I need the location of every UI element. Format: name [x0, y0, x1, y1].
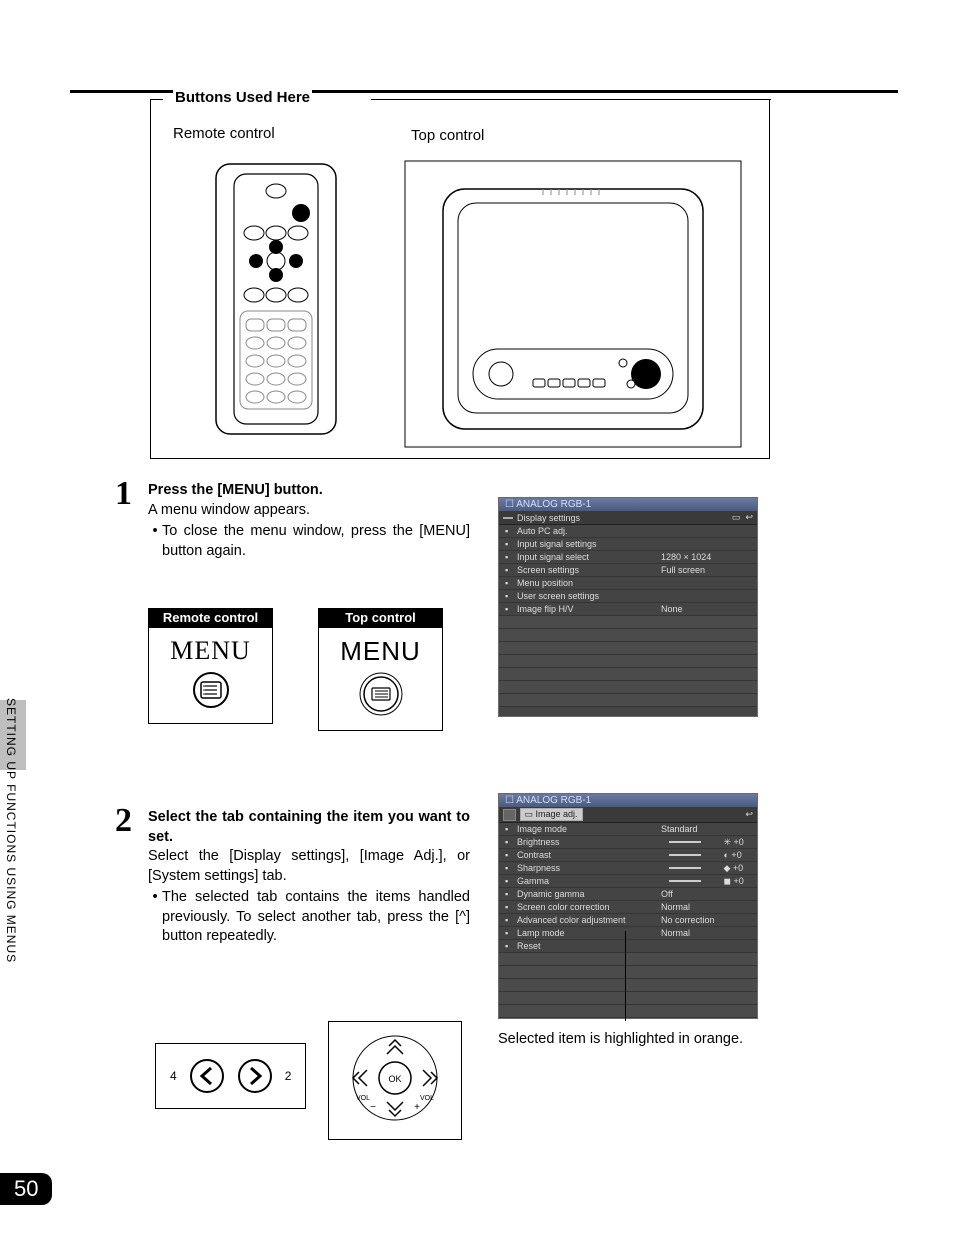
menu-row: ▪Sharpness ◆ +0 [499, 862, 757, 875]
nav-right-num: 2 [285, 1069, 292, 1083]
svg-text:−: − [370, 1102, 376, 1113]
menu-row: ▪Gamma ◼ +0 [499, 875, 757, 888]
remote-menu-box: Remote control MENU [148, 608, 273, 724]
menu-row: ▪Dynamic gammaOff [499, 888, 757, 901]
top-control-illustration [403, 159, 743, 449]
menu-row: ▪Image modeStandard [499, 823, 757, 836]
step-2-bullet: The selected tab contains the items hand… [162, 888, 470, 947]
left-arrow-icon [189, 1058, 225, 1094]
menu-row: ▪Screen color correctionNormal [499, 901, 757, 914]
menu-row: ▪Menu position [499, 577, 757, 590]
callout-line [625, 931, 626, 1021]
page-content: Buttons Used Here Remote control Top con… [70, 90, 898, 113]
step-1-sub: A menu window appears. [148, 502, 310, 518]
menu-row: ▪Input signal select1280 × 1024 [499, 551, 757, 564]
highlight-caption: Selected item is highlighted in orange. [498, 1031, 743, 1047]
menu-row: ▪Image flip H/VNone [499, 603, 757, 616]
menu-row: ▪Screen settingsFull screen [499, 564, 757, 577]
svg-text:VOL: VOL [420, 1095, 434, 1102]
svg-text:VOL: VOL [356, 1095, 370, 1102]
step-2-title: Select the tab containing the item you w… [148, 808, 470, 847]
step-2-number: 2 [115, 802, 132, 840]
top-menu-box-label: Top control [318, 608, 443, 627]
nav-left-num: 4 [170, 1069, 177, 1083]
menu-row: ▪Input signal settings [499, 538, 757, 551]
dpad-icon: OK VOL VOL − + [335, 1028, 455, 1128]
menu-row: ▪User screen settings [499, 590, 757, 603]
right-arrow-icon [237, 1058, 273, 1094]
remote-menu-box-label: Remote control [148, 608, 273, 627]
menu-button-icon [191, 670, 231, 710]
menu-window-1-title: ☐ ANALOG RGB-1 [499, 498, 757, 511]
menu-window-1-tab: Display settings [517, 513, 580, 523]
menu-window-2-title: ☐ ANALOG RGB-1 [499, 794, 757, 807]
side-section-label: SETTING UP FUNCTIONS USING MENUS [4, 698, 18, 1068]
step-1: 1 Press the [MENU] button. A menu window… [120, 481, 470, 561]
menu-row: ▪Contrast ◐ +0 [499, 849, 757, 862]
step-2: 2 Select the tab containing the item you… [120, 808, 470, 947]
buttons-used-here-legend: Buttons Used Here [173, 89, 312, 106]
menu-window-display-settings: ☐ ANALOG RGB-1 Display settings ▭ ↩ ▪Aut… [498, 497, 758, 717]
menu-window-image-adj: ☐ ANALOG RGB-1 ▭ Image adj. ↩ ▪Image mod… [498, 793, 758, 1019]
menu-row: ▪Brightness ✳ +0 [499, 836, 757, 849]
menu-row: ▪Advanced color adjustmentNo correction [499, 914, 757, 927]
remote-control-label: Remote control [173, 125, 275, 142]
svg-text:+: + [414, 1102, 420, 1113]
top-dpad-buttons: OK VOL VOL − + [328, 1021, 462, 1140]
svg-text:OK: OK [388, 1074, 401, 1084]
step-1-bullet: To close the menu window, press the [MEN… [162, 522, 470, 561]
page-number: 50 [0, 1173, 52, 1205]
step-2-body: Select the [Display settings], [Image Ad… [148, 847, 470, 886]
menu-row: ▪Auto PC adj. [499, 525, 757, 538]
menu-button-icon-top [358, 671, 404, 717]
menu-window-2-tab: Image adj. [536, 809, 578, 819]
remote-nav-buttons: 4 2 [155, 1043, 306, 1109]
menu-label-remote: MENU [153, 636, 268, 666]
remote-control-illustration [206, 159, 346, 439]
menu-label-top: MENU [323, 636, 438, 667]
menu-row: ▪Reset [499, 940, 757, 953]
step-1-title: Press the [MENU] button [148, 482, 319, 498]
step-1-number: 1 [115, 475, 132, 513]
menu-row: ▪Lamp modeNormal [499, 927, 757, 940]
top-control-label: Top control [411, 127, 484, 144]
top-menu-box: Top control MENU [318, 608, 443, 731]
buttons-used-here-box: Buttons Used Here Remote control Top con… [150, 99, 770, 459]
